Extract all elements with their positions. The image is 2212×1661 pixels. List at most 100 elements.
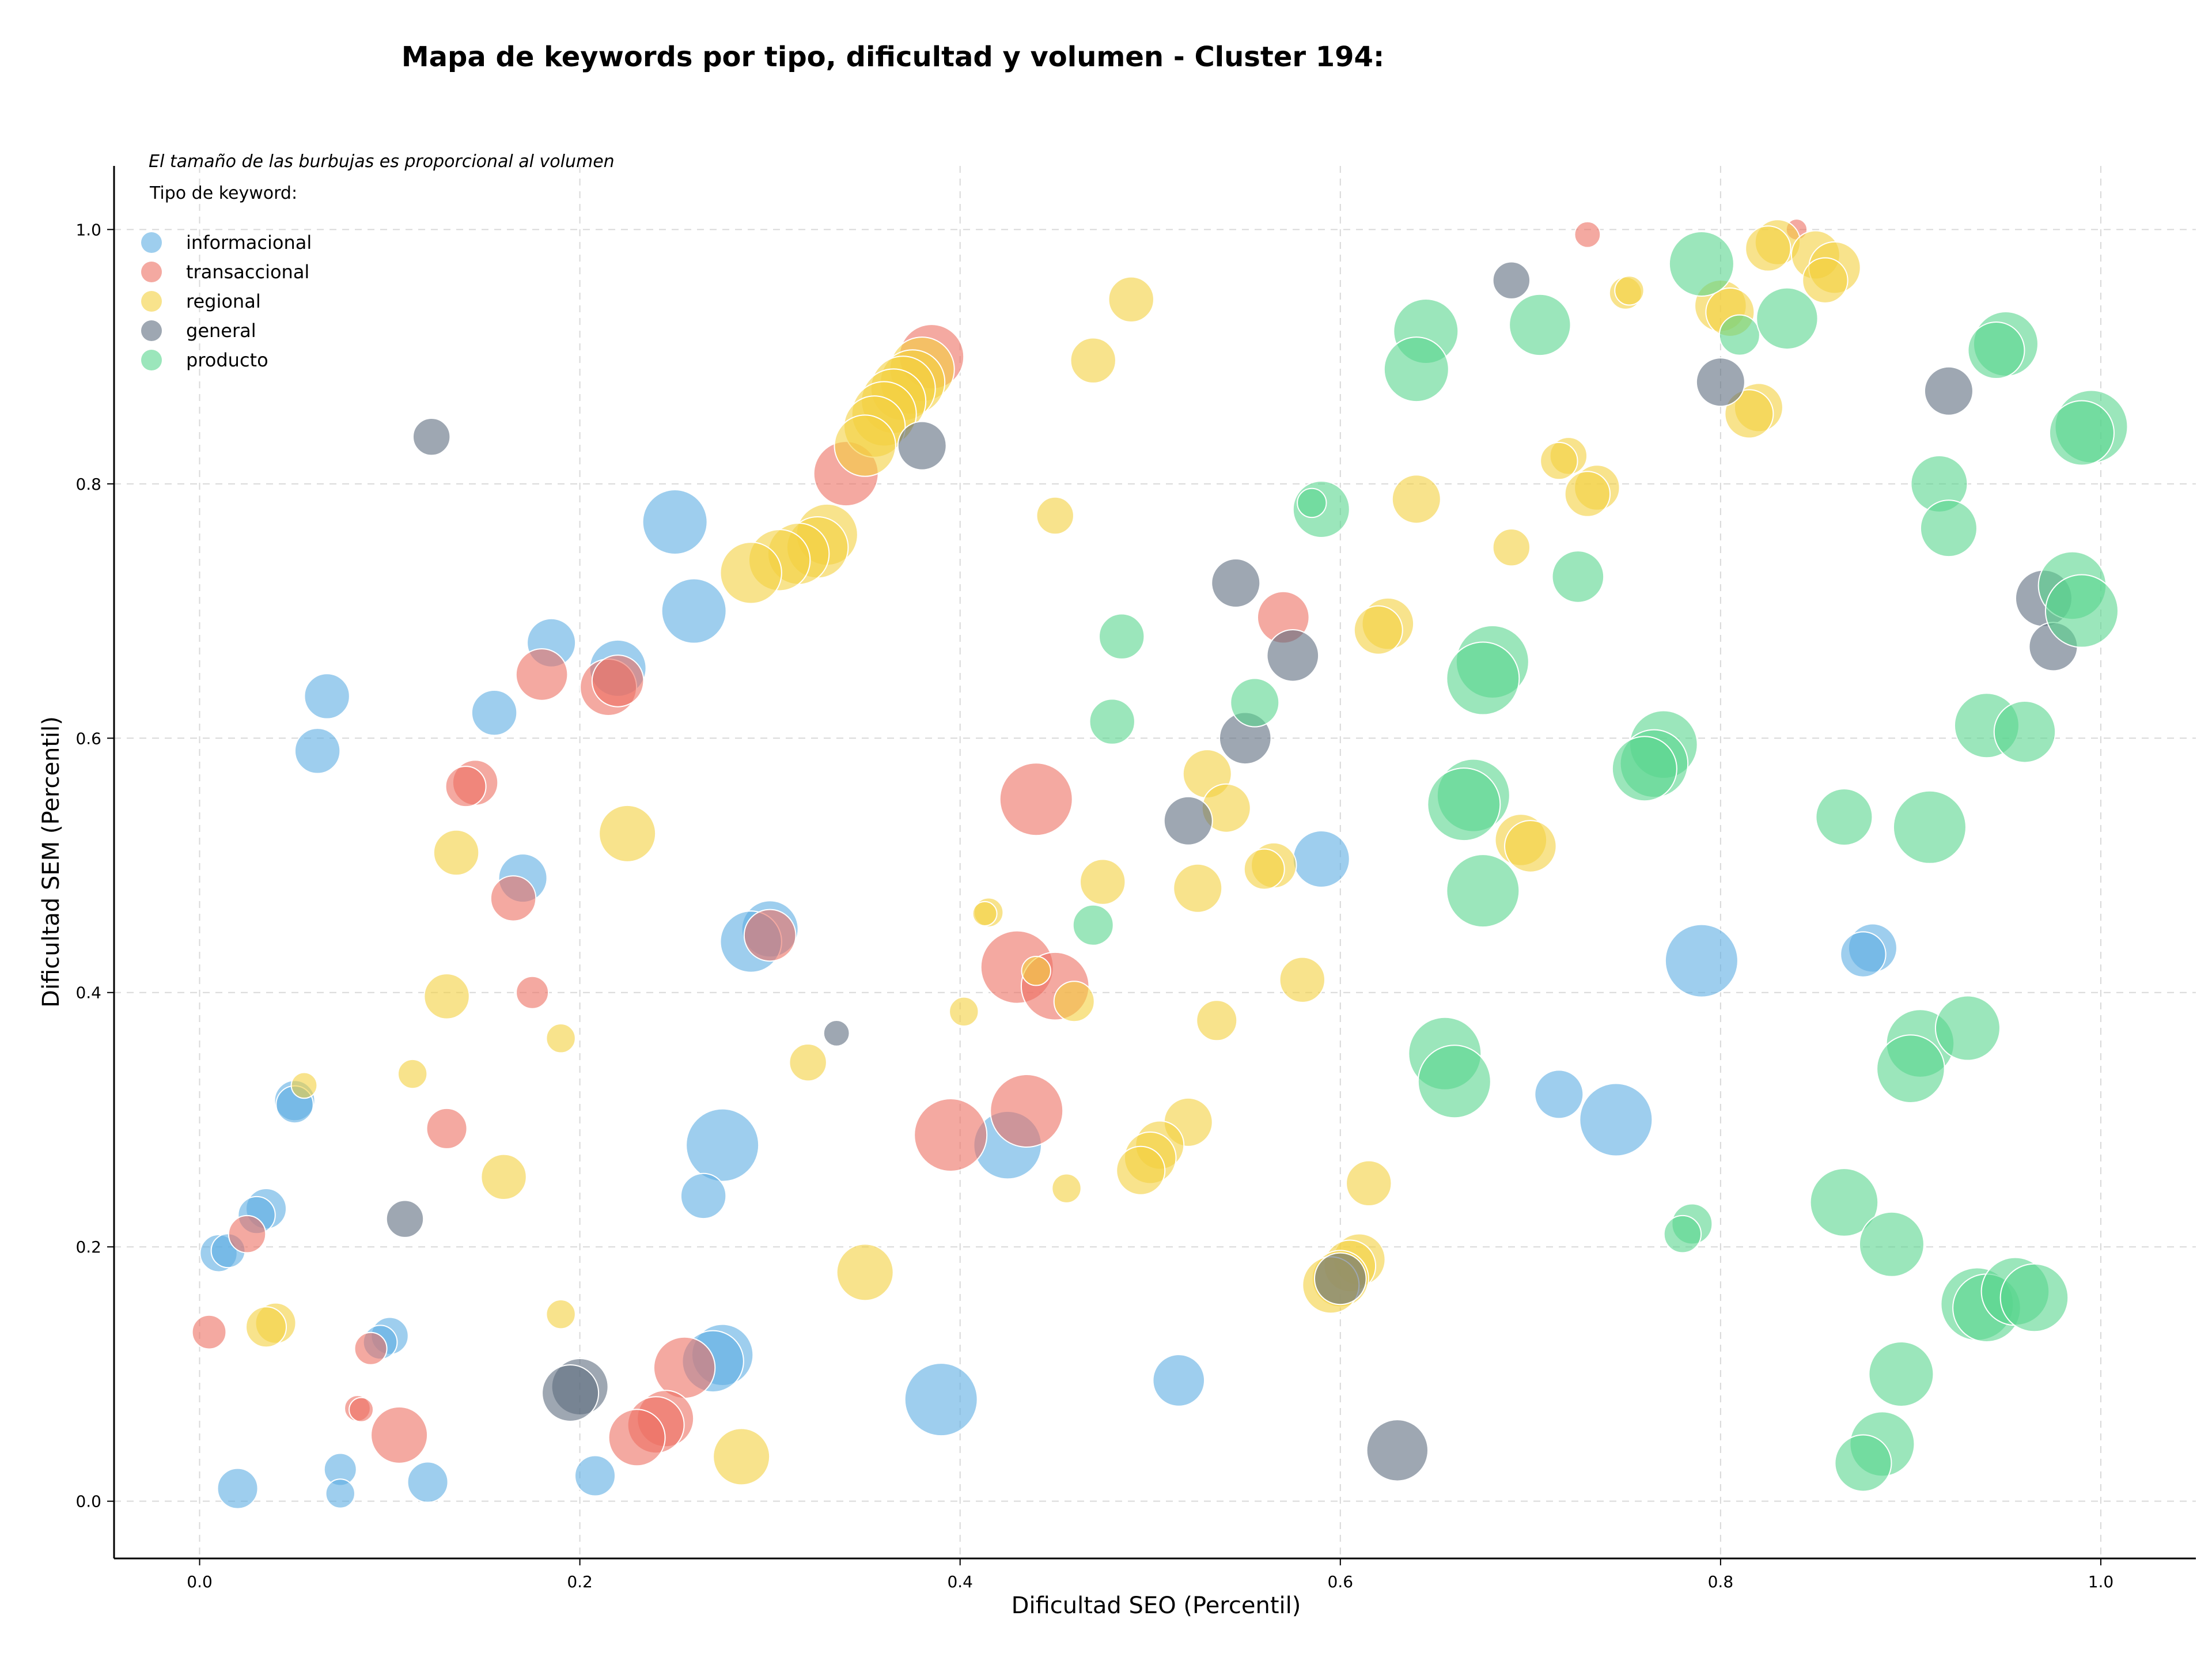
bubble-producto-9 [2048,400,2115,466]
bubble-transaccional-26 [608,1409,666,1467]
bubble-regional-12 [1108,276,1154,323]
bubble-producto-28 [1427,767,1501,842]
bubble-regional-56 [480,1153,527,1201]
bubble-informacional-20 [680,1172,727,1220]
y-tick-label: 1.0 [75,220,101,239]
bubble-transaccional-4 [591,654,645,707]
legend-marker-informacional [141,232,162,253]
y-tick-label: 0.8 [75,475,101,494]
x-tick-label: 0.6 [1328,1572,1354,1591]
bubble-regional-37 [1243,848,1285,890]
bubble-producto-2 [1383,336,1449,403]
bubble-informacional-5 [471,689,518,736]
bubble-informacional-17 [1579,1083,1653,1157]
grid [114,166,2196,1558]
bubble-producto-46 [1868,1341,1934,1407]
bubble-producto-41 [1663,1214,1702,1254]
bubble-transaccional-16 [914,1098,988,1172]
bubble-producto-11 [1919,500,1978,558]
bubble-transaccional-18 [191,1314,227,1350]
bubble-informacional-30 [904,1363,978,1437]
bubble-informacional-0 [642,489,708,555]
bubble-regional-15 [1391,474,1441,524]
bubble-producto-32 [1072,904,1114,946]
legend-label-transaccional: transaccional [186,261,309,283]
bubble-general-8 [1163,796,1213,846]
bubble-general-14 [541,1364,600,1422]
bubble-general-3 [897,421,947,471]
bubble-general-11 [823,1019,850,1047]
bubble-producto-15 [1099,613,1145,660]
bubble-informacional-1 [661,578,727,644]
legend-marker-transaccional [141,262,162,282]
bubble-regional-62 [1346,1160,1392,1207]
bubble-general-6 [1266,629,1320,682]
bubble-general-5 [1211,558,1261,608]
bubble-informacional-6 [294,728,341,774]
bubble-regional-60 [1116,1145,1166,1195]
bubble-transaccional-13 [516,975,550,1009]
bubble-informacional-32 [325,1478,355,1509]
bubble-regional-14 [1036,496,1074,535]
bubble-general-12 [385,1200,425,1238]
bubble-producto-45 [1999,1263,2069,1333]
bubble-transaccional-15 [990,1074,1064,1148]
bubble-regional-13 [1070,337,1116,384]
x-tick-label: 0.0 [187,1572,213,1591]
bubble-producto-17 [1230,678,1280,728]
legend-label-general: general [186,320,256,342]
bubble-producto-34 [1417,1045,1491,1119]
bubble-regional-51 [423,973,470,1020]
bubble-informacional-13 [1664,924,1738,998]
legend-label-informacional: informacional [186,232,312,253]
bubble-regional-52 [546,1023,576,1054]
bubble-transaccional-9 [490,875,537,922]
bubble-transaccional-27 [1574,221,1601,248]
bubble-transaccional-22 [370,1406,429,1464]
chart-title: Mapa de keywords por tipo, dificultad y … [402,41,1384,73]
bubble-informacional-16 [1534,1069,1584,1119]
bubble-informacional-18 [685,1108,760,1182]
bubble-regional-61 [1051,1173,1082,1204]
bubble-producto-3 [1509,293,1571,357]
legend-marker-general [141,320,162,341]
bubble-producto-4 [1718,314,1760,356]
bubble-regional-21 [1564,471,1611,517]
bubble-regional-70 [546,1299,576,1330]
bubble-producto-31 [1446,854,1520,928]
bubble-transaccional-7 [445,766,487,808]
bubble-general-0 [1492,261,1531,300]
bubble-transaccional-10 [743,909,797,962]
bubble-regional-45 [1196,1000,1238,1042]
bubble-regional-42 [1021,956,1051,986]
x-tick-label: 0.4 [947,1572,973,1591]
bubble-producto-26 [1993,701,2056,763]
bubble-producto-14 [1551,550,1605,603]
bubble-regional-41 [972,901,998,926]
bubble-regional-17 [1353,605,1403,655]
bubble-regional-43 [1053,981,1095,1023]
y-tick-label: 0.2 [75,1238,101,1257]
bubble-transaccional-23 [653,1336,716,1399]
y-tick-label: 0.4 [75,983,101,1002]
legend-label-regional: regional [186,290,261,312]
bubble-transaccional-17 [228,1214,267,1254]
bubble-informacional-33 [407,1461,449,1503]
bubble-producto-16 [1089,698,1135,745]
bubble-regional-11 [719,542,782,604]
bubble-informacional-10 [1292,830,1350,888]
bubble-regional-48 [1504,820,1557,873]
bubble-general-4 [412,417,451,456]
bubble-informacional-12 [1840,931,1887,978]
bubble-regional-29 [1802,257,1849,304]
bubble-regional-33 [1724,389,1774,439]
size-note: El tamaño de las burbujas es proporciona… [149,152,615,172]
bubble-general-1 [1695,357,1745,407]
bubble-general-16 [1366,1419,1429,1482]
bubble-regional-71 [713,1428,771,1486]
bubble-producto-36 [1876,1034,1945,1103]
legend-title: Tipo de keyword: [149,183,297,203]
bubble-regional-39 [1080,858,1126,905]
bubble-regional-69 [245,1306,287,1348]
